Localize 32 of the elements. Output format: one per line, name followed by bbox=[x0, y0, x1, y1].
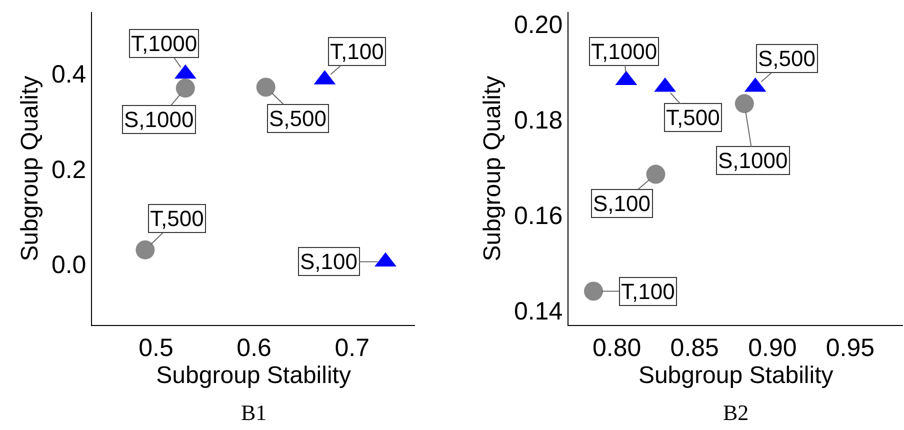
annotation: S,1000 bbox=[124, 107, 194, 132]
annotation: T,100 bbox=[621, 279, 675, 304]
annotation: S,500 bbox=[758, 46, 816, 71]
y-tick-label: 0.18 bbox=[514, 106, 563, 135]
y-tick-label: 0.0 bbox=[51, 250, 86, 279]
y-tick-label: 0.2 bbox=[51, 156, 86, 184]
x-axis-title: Subgroup Stability bbox=[156, 362, 351, 390]
annotation: S,500 bbox=[269, 106, 326, 131]
annotation: T,100 bbox=[330, 39, 384, 64]
y-axis-title: Subgroup Quality bbox=[16, 76, 44, 262]
x-axis-title: Subgroup Stability bbox=[638, 362, 834, 390]
annotation: T,500 bbox=[150, 206, 204, 231]
y-tick-label: 0.16 bbox=[514, 202, 563, 230]
y-tick-label: 0.20 bbox=[514, 11, 563, 40]
x-tick-label: 0.7 bbox=[334, 334, 370, 362]
y-tick-label: 0.4 bbox=[51, 60, 86, 89]
annotation: T,1000 bbox=[591, 39, 658, 64]
annotation: T,1000 bbox=[131, 31, 198, 56]
x-tick-label: 0.80 bbox=[592, 334, 642, 362]
x-tick-label: 0.95 bbox=[826, 334, 875, 362]
x-tick-label: 0.6 bbox=[236, 334, 272, 362]
x-tick-label: 0.5 bbox=[138, 334, 174, 362]
x-tick-label: 0.85 bbox=[670, 334, 719, 362]
x-tick-label: 0.90 bbox=[748, 334, 797, 362]
y-tick-label: 0.14 bbox=[514, 298, 563, 326]
annotation: S,100 bbox=[593, 191, 650, 216]
text: B2 bbox=[723, 400, 749, 425]
annotation: T,500 bbox=[666, 105, 720, 130]
annotation: S,1000 bbox=[718, 148, 788, 173]
y-axis-title: Subgroup Quality bbox=[479, 76, 506, 262]
annotation: S,100 bbox=[300, 249, 358, 274]
text: B1 bbox=[241, 400, 267, 425]
